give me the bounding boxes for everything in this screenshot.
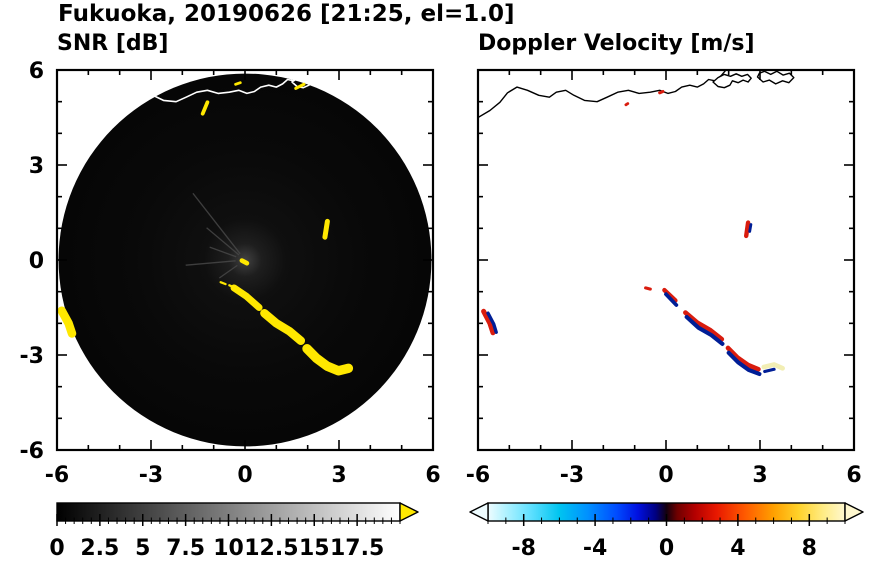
- echo-segment: [234, 81, 242, 86]
- colorbar-tick-label: 7.5: [166, 536, 205, 561]
- clutter-spoke: [209, 246, 237, 258]
- coastline-island: [756, 70, 795, 85]
- velocity-colorbar: -8 -4 0 4 8: [469, 502, 864, 561]
- clutter-spoke: [206, 227, 240, 256]
- x-tick-label: -3: [139, 463, 163, 488]
- x-tick-label: 6: [846, 463, 861, 488]
- plot-area: [57, 70, 432, 447]
- echo-segment: [294, 82, 306, 90]
- x-tick-label: -6: [45, 463, 69, 488]
- snr-panel: -6 -3 0 3 6 -6 -3 0 3 6: [20, 59, 441, 488]
- over-range-arrow: [844, 502, 864, 522]
- echo-segment: [219, 281, 227, 286]
- colorbar-tick-label: 0: [659, 536, 674, 561]
- clutter-spoke: [192, 192, 241, 255]
- colorbar-ticks: [487, 514, 846, 526]
- under-range-arrow: [469, 502, 489, 522]
- y-tick-label: -6: [20, 439, 44, 464]
- echo-segment: [763, 367, 776, 374]
- echo-segment: [658, 89, 665, 95]
- echo-segment: [664, 292, 679, 307]
- snr-colorbar: 0 2.5 5 7.5 10 12.5 15 17.5: [49, 502, 419, 561]
- coastline-island: [712, 73, 752, 89]
- x-tick-label: -6: [466, 463, 490, 488]
- echo-segment: [200, 100, 210, 116]
- colorbar-ticks: [56, 514, 401, 526]
- y-tick-label: -3: [20, 344, 44, 369]
- echo-segment: [624, 102, 630, 107]
- y-tick-label: 0: [29, 249, 44, 274]
- y-tick-label: 6: [29, 59, 44, 84]
- clutter-spoke: [185, 260, 236, 266]
- axis-ticks: [56, 69, 434, 451]
- echo-segment: [302, 344, 354, 376]
- x-tick-label: 3: [752, 463, 767, 488]
- echo-segment: [228, 284, 235, 288]
- axis-ticks: [477, 69, 855, 451]
- echo-segment: [239, 258, 250, 266]
- axes-frame: [476, 68, 856, 452]
- echo-segment: [683, 310, 725, 342]
- colorbar-tick-label: 5: [135, 536, 150, 561]
- colorbar-tick-label: 2.5: [80, 536, 119, 561]
- x-tick-label: 6: [425, 463, 440, 488]
- x-tick-label: 0: [237, 463, 252, 488]
- echo-segment: [260, 308, 306, 346]
- colorbar-tick-label: 12.5: [244, 536, 298, 561]
- snr-panel-title: SNR [dB]: [57, 31, 169, 56]
- plot-area: [478, 70, 795, 377]
- coastline-island: [335, 70, 374, 85]
- y-tick-label: 3: [29, 154, 44, 179]
- echo-segment: [761, 362, 785, 371]
- echo-segment: [725, 345, 761, 372]
- echo-segment: [481, 308, 496, 336]
- echo-segment: [57, 306, 77, 338]
- velocity-panel-title: Doppler Velocity [m/s]: [478, 31, 755, 56]
- echo-segment: [486, 311, 498, 334]
- colorbar-tick-label: 0: [49, 536, 64, 561]
- echo-segment: [748, 223, 753, 233]
- coastline: [478, 70, 727, 119]
- colorbar-tick-label: -4: [583, 536, 607, 561]
- colorbar-tick-label: 8: [802, 536, 817, 561]
- x-tick-label: 3: [331, 463, 346, 488]
- echo-segment: [644, 286, 652, 291]
- velocity-panel: -6 -3 0 3 6: [466, 68, 862, 488]
- over-range-arrow: [399, 502, 419, 522]
- figure-title: Fukuoka, 20190626 [21:25, el=1.0]: [58, 1, 515, 27]
- echo-segment: [726, 350, 762, 377]
- clutter-spoke: [218, 264, 238, 279]
- colorbar-tick-label: 4: [730, 536, 745, 561]
- echo-segment: [684, 314, 725, 346]
- echo-segment: [744, 220, 751, 239]
- echo-segment: [230, 284, 263, 311]
- x-tick-label: 0: [658, 463, 673, 488]
- coastline-island: [291, 73, 332, 89]
- colorbar-tick-label: 17.5: [330, 536, 384, 561]
- echo-segment: [322, 218, 330, 240]
- colorbar-tick-label: -8: [511, 536, 535, 561]
- coastline: [57, 70, 306, 119]
- x-tick-label: -3: [560, 463, 584, 488]
- echo-segment: [662, 287, 678, 303]
- colorbar-tick-label: 10: [213, 536, 244, 561]
- colorbar-tick-label: 15: [299, 536, 330, 561]
